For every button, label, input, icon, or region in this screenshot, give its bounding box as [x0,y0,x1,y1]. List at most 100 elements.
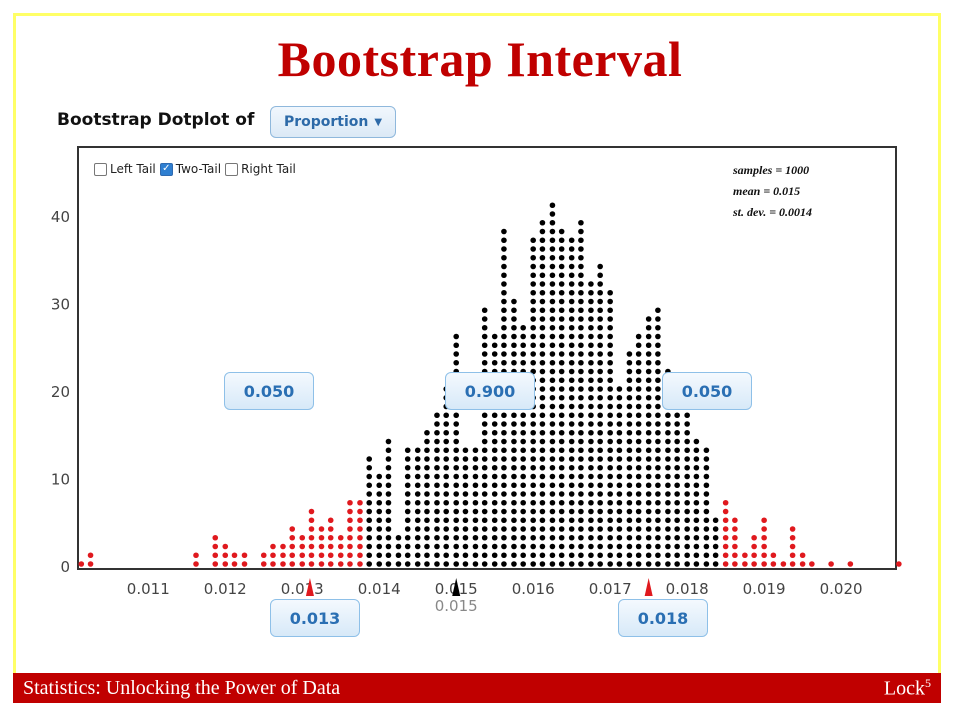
tail-dot [722,508,729,515]
middle-dot [607,342,613,349]
middle-dot [530,263,536,270]
middle-dot [616,491,623,497]
middle-dot [462,561,469,567]
middle-dot [635,368,642,375]
middle-dot [424,491,430,497]
middle-dot [558,351,565,357]
middle-dot [588,316,594,322]
middle-dot [626,508,633,515]
middle-dot [558,552,565,559]
middle-dot [616,456,623,462]
middle-dot [558,263,565,270]
middle-dot [539,421,546,427]
middle-dot [568,333,575,340]
middle-dot [549,333,556,340]
right-tail-proportion[interactable]: 0.050 [662,372,752,410]
middle-dot [539,526,546,532]
middle-dot [578,386,584,392]
middle-dot [481,543,488,550]
middle-dot [530,464,536,471]
middle-dot [665,438,671,445]
middle-dot [472,552,479,559]
middle-dot [404,482,411,489]
middle-dot [607,499,613,506]
middle-dot [578,307,584,314]
middle-dot [520,543,526,550]
middle-dot [481,333,488,340]
middle-dot [655,359,661,366]
middle-dot [645,412,652,419]
middle-dot [549,316,556,322]
middle-dot [558,561,565,567]
middle-dot [645,552,652,559]
left-tail-label: Left Tail [110,162,156,176]
two-tail-checkbox[interactable]: ✓ Two-Tail [159,162,221,176]
middle-dot [558,324,565,331]
middle-dot [607,456,613,462]
middle-dot [453,359,460,366]
middle-dot [530,421,536,427]
middle-dot [635,333,642,340]
middle-dot [549,324,556,331]
middle-dot [481,561,488,567]
middle-dot [597,464,603,471]
middle-dot [645,403,652,410]
middle-dot [626,464,633,471]
middle-dot [530,508,536,515]
middle-dot [443,561,450,567]
middle-dot [558,316,565,322]
tail-dot [761,534,767,541]
middle-dot [530,526,536,532]
middle-dot [558,438,565,445]
x-tick-label: 0.012 [204,580,247,598]
middle-dot [385,464,392,471]
middle-dot [549,473,556,480]
middle-dot [588,508,594,515]
left-tail-proportion[interactable]: 0.050 [224,372,314,410]
middle-dot [539,394,546,401]
middle-dot [645,526,652,532]
tail-dot [770,561,777,567]
middle-dot [539,368,546,375]
middle-dot [568,237,575,244]
middle-dot [568,482,575,489]
middle-dot [626,534,633,541]
middle-dot [607,307,613,314]
tail-dot [751,561,757,567]
middle-dot [712,552,719,559]
middle-dot [501,228,507,235]
middle-dot [645,464,652,471]
middle-dot [588,377,594,384]
middle-dot [434,517,440,524]
middle-dot [462,482,469,489]
middle-dot [549,526,556,532]
middle-dot [578,342,584,349]
middle-dot [434,534,440,541]
middle-dot [568,464,575,471]
tail-dot [357,552,363,559]
middle-dot [453,412,460,419]
tail-dot [289,561,296,567]
middle-dot [414,499,421,506]
left-tail-checkbox[interactable]: Left Tail [94,162,156,176]
lower-bound-box[interactable]: 0.013 [270,599,360,637]
middle-dot [404,508,411,515]
middle-dot [481,473,488,480]
statistic-dropdown[interactable]: Proportion ▼ [270,106,396,138]
tail-dot [347,561,353,567]
middle-dot [539,263,546,270]
middle-dot [578,272,584,279]
right-tail-checkbox[interactable]: Right Tail [225,162,296,176]
middle-dot [607,377,613,384]
middle-dot [703,464,710,471]
middle-dot [511,508,517,515]
upper-bound-box[interactable]: 0.018 [618,599,708,637]
middle-dot [616,438,623,445]
middle-dot [635,499,642,506]
middle-dot [645,377,652,384]
middle-dot [434,561,440,567]
middle-dot [530,289,536,296]
middle-proportion[interactable]: 0.900 [445,372,535,410]
middle-dot [511,324,517,331]
middle-dot [578,508,584,515]
